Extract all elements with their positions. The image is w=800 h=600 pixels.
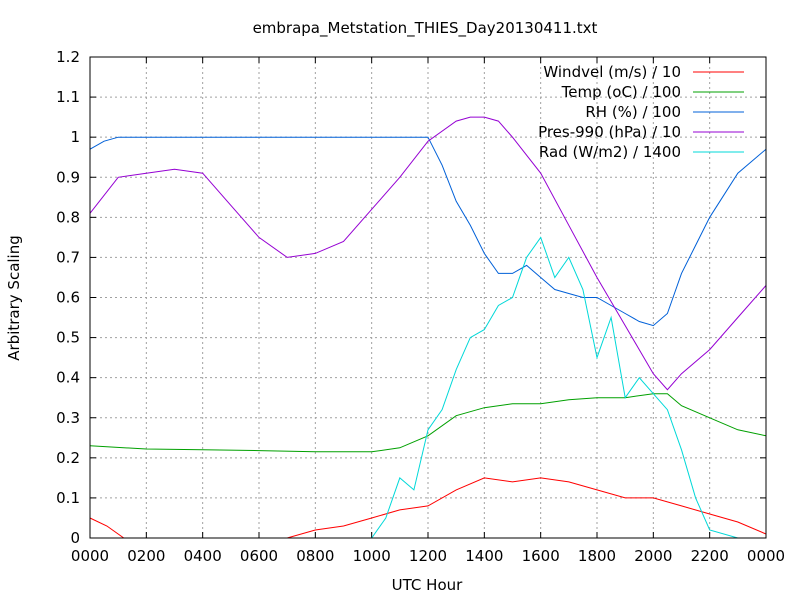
- x-tick-label: 0600: [240, 547, 278, 565]
- series-line-rh: [89, 136, 767, 327]
- legend-label-temp: Temp (oC) / 100: [561, 83, 681, 101]
- x-tick-label: 2200: [691, 547, 729, 565]
- y-tick-label: 0.3: [56, 409, 80, 427]
- x-tick-label: 1400: [465, 547, 503, 565]
- y-tick-label: 0.5: [56, 329, 80, 347]
- legend: Windvel (m/s) / 10 Temp (oC) / 100 RH (%) …: [538, 63, 744, 161]
- y-tick-label: 0.7: [56, 248, 80, 266]
- x-tick-label: 1800: [578, 547, 616, 565]
- x-axis-label: UTC Hour: [392, 576, 463, 594]
- y-tick-label: 1.2: [56, 48, 80, 66]
- plot-frame: [89, 56, 767, 539]
- legend-label-rh: RH (%) / 100: [585, 103, 681, 121]
- legend-label-pres: Pres-990 (hPa) / 10: [538, 123, 681, 141]
- x-tick-label: 1000: [353, 547, 391, 565]
- x-tick-label: 0800: [296, 547, 334, 565]
- x-tick-label: 1200: [409, 547, 447, 565]
- legend-label-rad: Rad (W/m2) / 1400: [539, 143, 681, 161]
- x-tick-label: 2000: [634, 547, 672, 565]
- y-tick-label: 0.6: [56, 289, 80, 307]
- y-tick-label: 0.4: [56, 369, 80, 387]
- x-tick-label: 0000: [747, 547, 785, 565]
- y-tick-label: 1: [70, 128, 80, 146]
- series-lines: [89, 116, 767, 539]
- y-tick-label: 0.1: [56, 489, 80, 507]
- x-tick-label: 0200: [127, 547, 165, 565]
- series-line-temp: [89, 393, 767, 453]
- y-axis-label: Arbitrary Scaling: [5, 235, 23, 361]
- y-tick-label: 1.1: [56, 88, 80, 106]
- series-line-pres: [89, 116, 767, 391]
- axis-ticks: 0 0.1 0.2 0.3 0.4 0.5 0.6 0.7 0.8 0.9 1 1.1 1.2 0000 0…: [56, 48, 785, 565]
- chart-title: embrapa_Metstation_THIES_Day20130411.txt: [253, 19, 598, 38]
- x-tick-label: 1600: [522, 547, 560, 565]
- series-line-rad: [90, 236, 766, 539]
- legend-label-windvel: Windvel (m/s) / 10: [543, 63, 681, 81]
- y-tick-label: 0.2: [56, 449, 80, 467]
- y-tick-label: 0.9: [56, 168, 80, 186]
- x-tick-label: 0400: [184, 547, 222, 565]
- y-tick-label: 0: [70, 529, 80, 547]
- y-tick-label: 0.8: [56, 208, 80, 226]
- x-tick-label: 0000: [71, 547, 109, 565]
